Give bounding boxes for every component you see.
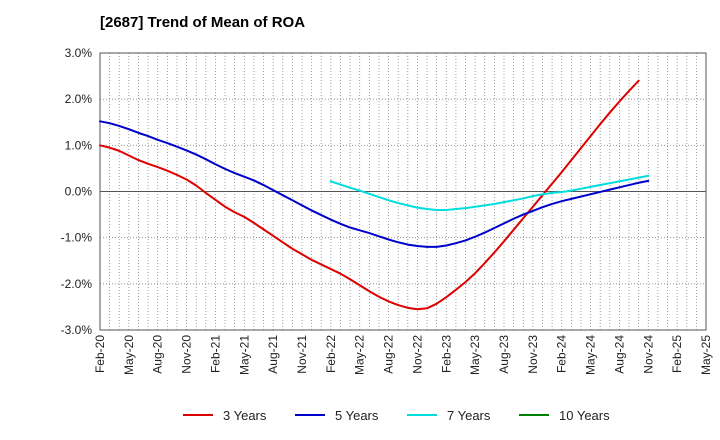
x-tick-label: Aug-24 xyxy=(612,335,626,374)
x-tick-label: Feb-23 xyxy=(439,335,453,373)
y-tick-label: 0.0% xyxy=(65,185,93,199)
axis-layer: 3.0% 2.0% 1.0% 0.0% -1.0% -2.0% -3.0%Feb-20 May… xyxy=(61,46,713,375)
legend-label: 10 Years xyxy=(559,408,610,423)
series-line-7-years xyxy=(329,174,650,211)
y-tick-label: 1.0% xyxy=(65,138,93,152)
legend-label: 3 Years xyxy=(223,408,267,423)
legend-label: 5 Years xyxy=(335,408,379,423)
x-tick-label: May-22 xyxy=(353,335,367,375)
x-tick-label: May-21 xyxy=(237,335,251,375)
chart-title: [2687] Trend of Mean of ROA xyxy=(100,14,306,31)
series-line-3-years xyxy=(99,79,640,311)
x-tick-label: Feb-24 xyxy=(555,335,569,373)
x-tick-label: Aug-22 xyxy=(382,335,396,374)
x-tick-label: May-23 xyxy=(468,335,482,375)
x-tick-label: Nov-21 xyxy=(295,335,309,374)
legend: 3 Years 5 Years 7 Years 10 Years xyxy=(183,408,610,423)
y-tick-label: -3.0% xyxy=(61,323,93,337)
x-tick-label: Aug-23 xyxy=(497,335,511,374)
y-tick-label: 3.0% xyxy=(65,46,93,60)
y-tick-label: -1.0% xyxy=(61,231,93,245)
x-tick-label: Feb-25 xyxy=(670,335,684,373)
x-tick-label: Nov-22 xyxy=(410,335,424,374)
x-tick-label: Nov-23 xyxy=(526,335,540,374)
y-tick-label: -2.0% xyxy=(61,277,93,291)
x-tick-label: May-25 xyxy=(699,335,713,375)
series-line-5-years xyxy=(99,120,650,248)
y-tick-label: 2.0% xyxy=(65,92,93,106)
x-tick-label: Nov-24 xyxy=(641,335,655,374)
x-tick-label: Feb-22 xyxy=(324,335,338,373)
legend-label: 7 Years xyxy=(447,408,491,423)
x-tick-label: May-24 xyxy=(584,335,598,375)
x-tick-label: Aug-21 xyxy=(266,335,280,374)
series-layer xyxy=(99,79,650,311)
x-tick-label: May-20 xyxy=(122,335,136,375)
x-tick-label: Nov-20 xyxy=(180,335,194,374)
x-tick-label: Aug-20 xyxy=(151,335,165,374)
x-tick-label: Feb-20 xyxy=(93,335,107,373)
plot-border xyxy=(99,52,707,331)
x-tick-label: Feb-21 xyxy=(208,335,222,373)
